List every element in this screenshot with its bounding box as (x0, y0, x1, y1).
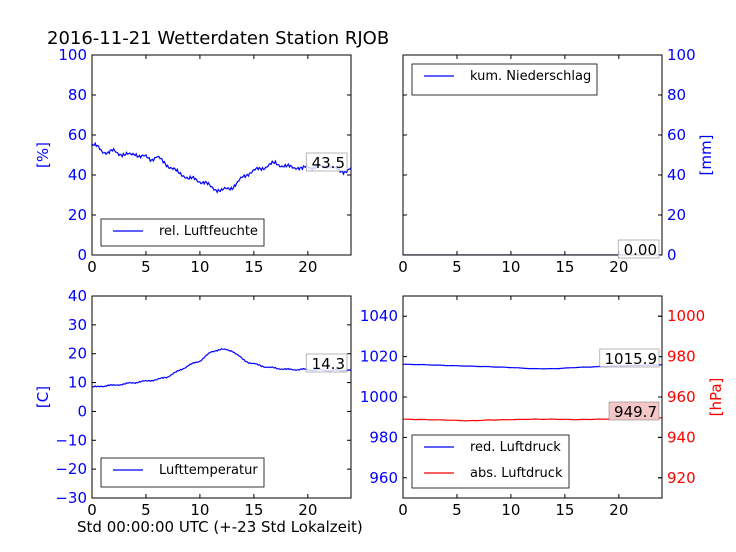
x-tick-label: 10 (190, 258, 209, 276)
y-tick-label: 0 (77, 246, 87, 264)
y2-tick-label: 960 (667, 388, 696, 406)
y2-tick-label: 920 (667, 469, 696, 487)
value-annotation: 43.5 (312, 154, 345, 172)
x-tick-label: 15 (244, 258, 263, 276)
x-tick-label: 5 (141, 501, 151, 519)
value-annotation: 14.3 (312, 355, 345, 373)
legend-box (100, 457, 265, 488)
y-tick-label: 1000 (360, 388, 398, 406)
y-tick-label: 100 (58, 46, 87, 64)
y-tick-label: 0 (667, 246, 677, 264)
x-tick-label: 5 (452, 258, 462, 276)
x-tick-label: 20 (298, 258, 317, 276)
y-axis-label: [C] (34, 386, 52, 408)
plot-frame (91, 295, 352, 499)
y-tick-label: 30 (68, 316, 87, 334)
y-tick-label: 980 (369, 428, 398, 446)
y-tick-label: 10 (68, 374, 87, 392)
x-tick-label: 10 (501, 501, 520, 519)
y2-tick-label: 1000 (667, 307, 705, 325)
y2-tick-label: 980 (667, 348, 696, 366)
x-tick-label: 0 (87, 501, 97, 519)
legend-label: abs. Luftdruck (470, 466, 563, 481)
y-tick-label: 80 (68, 86, 87, 104)
y-tick-label: 20 (68, 206, 87, 224)
y-tick-label: −20 (55, 460, 87, 478)
x-tick-label: 15 (555, 258, 574, 276)
y-tick-label: 1020 (360, 348, 398, 366)
legend-label: kum. Niederschlag (470, 69, 591, 84)
x-tick-label: 0 (398, 258, 408, 276)
chart-pressure: 0 5 10 15 20 960 980 1000 1020 1040 920 940 960 980 10… (360, 295, 725, 519)
y2-tick-label: 940 (667, 428, 696, 446)
x-tick-label: 15 (244, 501, 263, 519)
value-annotation-box (599, 348, 660, 368)
x-axis-label: Std 00:00:00 UTC (+-23 Std Lokalzeit) (77, 518, 363, 536)
y-axis-label: [mm] (697, 135, 715, 176)
y-tick-label: 80 (667, 86, 686, 104)
value-annotation-box (305, 152, 348, 172)
chart-precipitation: 0 5 10 15 20 0 20 40 60 80 100 [mm] kum. Niederschla… (398, 46, 715, 276)
y-tick-label: 100 (667, 46, 696, 64)
legend-box (411, 63, 598, 96)
legend-box (100, 218, 265, 247)
x-tick-label: 0 (398, 501, 408, 519)
value-annotation: 0.00 (624, 241, 657, 259)
y-tick-label: 1040 (360, 307, 398, 325)
y-tick-label: 20 (68, 345, 87, 363)
y-tick-label: 40 (68, 287, 87, 305)
x-tick-label: 10 (190, 501, 209, 519)
y-tick-label: 60 (68, 126, 87, 144)
x-tick-label: 20 (609, 501, 628, 519)
figure-title: 2016-11-21 Wetterdaten Station RJOB (47, 28, 389, 49)
x-tick-label: 0 (87, 258, 97, 276)
plot-frame (402, 295, 663, 499)
y-tick-label: 20 (667, 206, 686, 224)
y-tick-label: 40 (667, 166, 686, 184)
value-annotation: 1015.9 (605, 350, 658, 368)
legend-label: red. Luftdruck (470, 440, 561, 455)
x-tick-label: 5 (141, 258, 151, 276)
x-tick-label: 20 (298, 501, 317, 519)
plot-frame (402, 54, 663, 256)
y-tick-label: 0 (77, 402, 87, 420)
x-tick-label: 15 (555, 501, 574, 519)
x-tick-label: 10 (501, 258, 520, 276)
y-tick-label: 40 (68, 166, 87, 184)
value-annotation-box (617, 239, 660, 259)
legend-label: rel. Luftfeuchte (159, 224, 258, 239)
legend-box (411, 434, 570, 489)
y-tick-label: −10 (55, 431, 87, 449)
y-axis-label: [hPa] (707, 378, 725, 417)
value-annotation: 949.7 (614, 403, 657, 421)
y-tick-label: 60 (667, 126, 686, 144)
chart-humidity: 0 5 10 15 20 0 20 40 60 80 100 [%] rel. Luftfeuchte 4… (34, 46, 352, 276)
plot-frame (91, 54, 352, 256)
x-tick-label: 20 (609, 258, 628, 276)
chart-temperature: 0 5 10 15 20 −30 −20 −10 0 10 20 30 40 [C] Lufttempera… (34, 287, 352, 519)
value-annotation-box (608, 401, 660, 421)
value-annotation-box (305, 353, 348, 373)
y-axis-label: [%] (34, 142, 52, 168)
y-tick-label: −30 (55, 489, 87, 507)
x-tick-label: 5 (452, 501, 462, 519)
legend-label: Lufttemperatur (159, 463, 258, 478)
y-tick-label: 960 (369, 469, 398, 487)
